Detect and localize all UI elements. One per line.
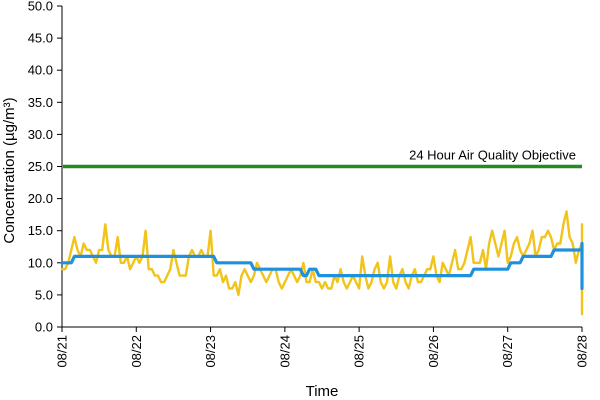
x-tick-label: 08/23 [203, 335, 218, 368]
y-tick-label: 35.0 [28, 95, 53, 110]
y-tick-label: 15.0 [28, 223, 53, 238]
y-tick-label: 40.0 [28, 63, 53, 78]
x-tick-label: 08/21 [55, 335, 70, 368]
x-tick-label: 08/26 [426, 335, 441, 368]
x-tick-label: 08/27 [500, 335, 515, 368]
y-tick-label: 45.0 [28, 31, 53, 46]
x-tick-label: 08/24 [277, 335, 292, 368]
y-axis-title: Concentration (µg/m³) [1, 97, 18, 243]
x-tick-label: 08/28 [575, 335, 590, 368]
y-tick-label: 30.0 [28, 127, 53, 142]
series-line [60, 241, 584, 291]
y-tick-label: 10.0 [28, 255, 53, 270]
x-tick-label: 08/22 [129, 335, 144, 368]
x-ticks: 08/21 08/22 08/23 08/24 08/25 08/26 08/27 08/28 [55, 327, 590, 368]
x-tick-label: 08/25 [352, 335, 367, 368]
series-group [60, 210, 584, 316]
y-tick-label: 5.0 [35, 287, 53, 302]
y-tick-label: 20.0 [28, 191, 53, 206]
objective-group: 24 Hour Air Quality Objective [63, 148, 582, 169]
objective-label: 24 Hour Air Quality Objective [409, 148, 576, 163]
y-tick-label: 25.0 [28, 159, 53, 174]
y-ticks: 0.0 5.0 10.0 15.0 20.0 25.0 30.0 35.0 40.0 45.0 50… [28, 0, 62, 335]
y-tick-label: 0.0 [35, 320, 53, 335]
x-axis-title: Time [306, 383, 339, 400]
y-tick-label: 50.0 [28, 0, 53, 14]
series-line [60, 210, 584, 316]
